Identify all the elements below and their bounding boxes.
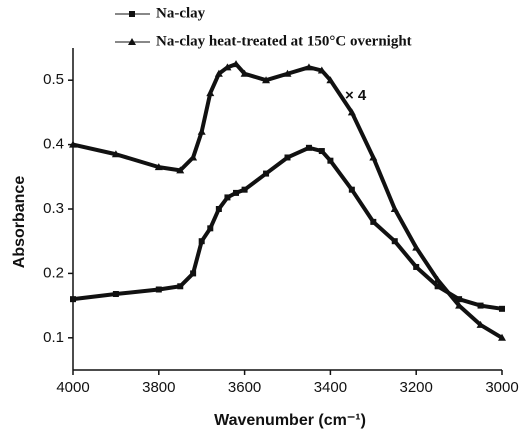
marker bbox=[240, 69, 249, 77]
marker bbox=[176, 166, 185, 174]
marker bbox=[197, 127, 206, 135]
x-tick-label: 4000 bbox=[56, 379, 89, 396]
marker bbox=[348, 186, 355, 193]
marker bbox=[390, 205, 399, 212]
marker bbox=[154, 163, 163, 171]
marker bbox=[327, 157, 334, 164]
marker bbox=[317, 66, 326, 74]
marker bbox=[198, 238, 205, 245]
marker bbox=[69, 140, 77, 148]
legend-label: Na-clay heat-treated at 150°C overnight bbox=[156, 33, 412, 49]
marker bbox=[233, 189, 240, 196]
marker bbox=[283, 69, 292, 77]
marker bbox=[499, 305, 505, 312]
marker bbox=[284, 154, 291, 161]
series-line bbox=[72, 62, 504, 340]
y-axis-label: Absorbance bbox=[11, 176, 28, 269]
marker bbox=[498, 333, 506, 341]
marker bbox=[177, 283, 184, 290]
annotation: × 4 bbox=[345, 87, 367, 104]
marker bbox=[413, 263, 420, 270]
marker bbox=[232, 60, 241, 68]
marker bbox=[347, 108, 356, 116]
marker bbox=[241, 186, 248, 193]
x-tick-label: 3200 bbox=[400, 379, 433, 396]
y-tick-label: 0.2 bbox=[43, 264, 64, 281]
x-tick-label: 3600 bbox=[228, 379, 261, 396]
marker bbox=[369, 153, 378, 161]
marker bbox=[391, 238, 398, 245]
legend-label: Na-clay bbox=[156, 5, 206, 21]
marker bbox=[112, 291, 119, 298]
x-tick-label: 3400 bbox=[314, 379, 347, 396]
marker bbox=[455, 301, 464, 309]
marker bbox=[477, 302, 484, 309]
marker bbox=[305, 144, 312, 151]
marker bbox=[129, 11, 135, 17]
y-tick-label: 0.5 bbox=[43, 71, 64, 88]
marker bbox=[263, 170, 270, 177]
marker bbox=[326, 76, 335, 84]
marker bbox=[224, 194, 231, 201]
marker bbox=[262, 76, 271, 84]
marker bbox=[318, 148, 325, 155]
marker bbox=[155, 286, 162, 293]
marker bbox=[456, 296, 463, 303]
marker bbox=[190, 270, 197, 277]
marker bbox=[412, 243, 421, 251]
x-axis-label: Wavenumber (cm⁻¹) bbox=[214, 412, 366, 429]
marker bbox=[370, 218, 377, 225]
marker bbox=[433, 275, 442, 283]
marker bbox=[223, 63, 232, 71]
x-tick-label: 3800 bbox=[142, 379, 175, 396]
y-tick-label: 0.3 bbox=[43, 200, 64, 217]
marker bbox=[434, 283, 441, 290]
marker bbox=[70, 296, 76, 303]
y-tick-label: 0.1 bbox=[43, 329, 64, 346]
marker bbox=[128, 38, 136, 45]
y-tick-label: 0.4 bbox=[43, 136, 64, 153]
x-tick-label: 3000 bbox=[485, 379, 518, 396]
marker bbox=[189, 153, 198, 161]
marker bbox=[215, 206, 222, 212]
marker bbox=[304, 63, 313, 71]
marker bbox=[207, 225, 214, 232]
marker bbox=[476, 320, 485, 328]
marker bbox=[214, 69, 223, 77]
marker bbox=[111, 150, 120, 158]
marker bbox=[206, 89, 215, 97]
